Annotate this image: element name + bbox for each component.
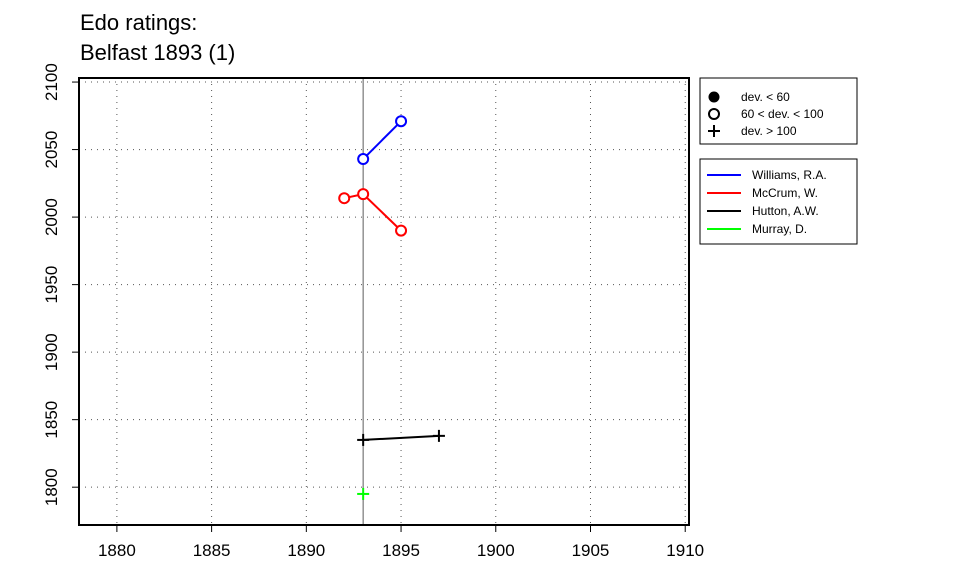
x-tick-label: 1890: [287, 541, 325, 560]
plus-marker: [432, 429, 445, 442]
series-line: [362, 120, 402, 160]
chart-title: Edo ratings: Belfast 1893 (1): [80, 8, 235, 68]
series-murray-d: [357, 487, 370, 500]
series-line: [363, 434, 439, 441]
series-legend-label: Williams, R.A.: [752, 168, 827, 182]
y-tick-label: 2000: [42, 198, 61, 236]
plus-marker: [357, 487, 370, 500]
plot-frame: [78, 77, 690, 526]
series-legend-label: Hutton, A.W.: [752, 204, 819, 218]
series-legend-label: Murray, D.: [752, 222, 807, 236]
x-tick-label: 1910: [666, 541, 704, 560]
filled-circle-marker: [708, 91, 720, 103]
symbol-legend: dev. < 60 60 < dev. < 100 dev. > 100: [699, 77, 858, 145]
series-legend-label: McCrum, W.: [752, 186, 818, 200]
series-mccrum-w: [338, 188, 408, 237]
symbol-legend-label: dev. < 60: [741, 90, 790, 104]
grid: [79, 78, 689, 525]
y-tick-label: 2050: [42, 131, 61, 169]
chart-title-line-2: Belfast 1893 (1): [80, 40, 236, 65]
open-circle-marker: [708, 108, 720, 120]
x-tick-label: 1885: [193, 541, 231, 560]
chart-title-line-1: Edo ratings:: [80, 10, 198, 35]
open-circle-marker: [338, 192, 351, 205]
symbol-legend-label: 60 < dev. < 100: [741, 107, 824, 121]
y-tick-label: 1900: [42, 333, 61, 371]
symbol-legend-label: dev. > 100: [741, 124, 797, 138]
series-line: [344, 193, 402, 232]
y-tick-label: 1950: [42, 266, 61, 304]
series-legend: Williams, R.A. McCrum, W. Hutton, A.W. Murr…: [699, 158, 858, 245]
y-axis: 1800 1850 1900 1950 2000 2050 2100: [42, 63, 79, 506]
series-williams-r-a: [357, 115, 408, 166]
series-group: [338, 115, 445, 500]
x-tick-label: 1895: [382, 541, 420, 560]
x-axis: 1880 1885 1890 1895 1900 1905 1910: [98, 525, 704, 560]
open-circle-marker: [395, 224, 408, 237]
x-tick-label: 1900: [477, 541, 515, 560]
symbol-legend-box: [699, 77, 858, 145]
x-tick-label: 1880: [98, 541, 136, 560]
x-tick-label: 1905: [572, 541, 610, 560]
plus-marker: [708, 125, 720, 137]
series-hutton-a-w: [357, 429, 445, 446]
y-tick-label: 1850: [42, 401, 61, 439]
open-circle-marker: [395, 115, 408, 128]
open-circle-marker: [357, 188, 370, 201]
plus-marker: [357, 433, 370, 446]
y-tick-label: 2100: [42, 63, 61, 101]
open-circle-marker: [357, 153, 370, 166]
y-tick-label: 1800: [42, 468, 61, 506]
